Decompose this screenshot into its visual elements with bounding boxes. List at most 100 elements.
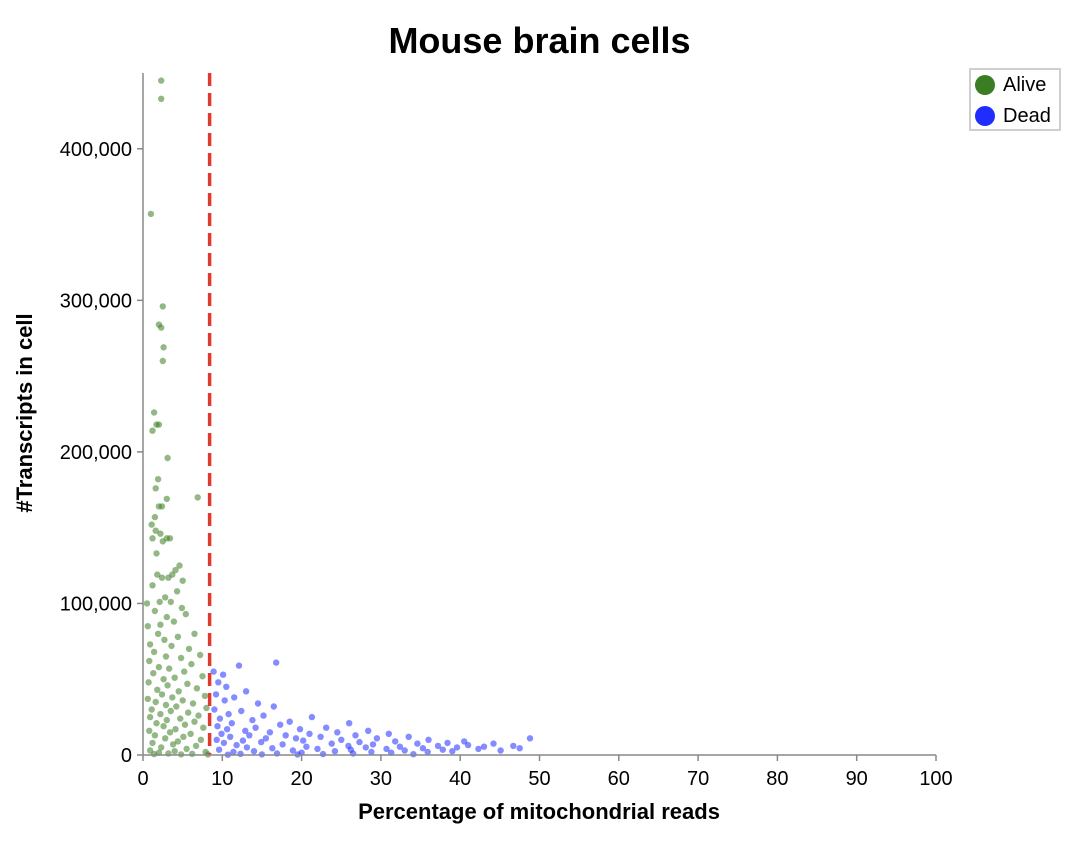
data-point (444, 739, 451, 747)
data-point (334, 729, 341, 736)
data-point (286, 718, 293, 725)
data-point (338, 736, 345, 743)
data-point (331, 748, 339, 755)
data-point (168, 642, 175, 650)
data-point (154, 571, 161, 578)
data-point (425, 736, 432, 743)
data-point (150, 670, 157, 677)
data-point (373, 735, 381, 742)
data-point (157, 621, 164, 628)
data-point (439, 746, 446, 753)
data-point (151, 732, 159, 739)
data-point (235, 662, 243, 669)
data-point (146, 641, 154, 648)
data-point (199, 673, 206, 680)
data-point (227, 733, 234, 740)
y-tick-label: 300,000 (60, 290, 132, 312)
data-point (185, 645, 193, 653)
data-point (152, 698, 159, 706)
data-point (153, 550, 160, 557)
data-point (510, 742, 517, 750)
data-point (211, 706, 218, 713)
data-point (148, 521, 155, 528)
data-point (308, 713, 316, 721)
x-tick-label: 20 (290, 768, 312, 790)
data-point (162, 701, 170, 709)
data-point (401, 747, 408, 754)
data-point (296, 726, 304, 733)
data-point (258, 738, 265, 746)
data-point (319, 750, 327, 758)
data-point (225, 710, 232, 718)
series-dead (210, 659, 534, 758)
data-point (352, 732, 359, 739)
data-point (184, 680, 191, 687)
data-point (252, 724, 259, 731)
data-point (163, 613, 170, 621)
data-point (156, 598, 163, 606)
data-point (157, 530, 164, 537)
data-point (180, 733, 187, 740)
data-point (212, 691, 220, 698)
data-point (289, 747, 297, 754)
data-point (177, 654, 185, 662)
data-point (143, 600, 151, 607)
data-point (220, 739, 228, 747)
x-ticks: 0 10 20 30 40 50 60 70 80 90 100 (137, 755, 953, 790)
data-point (169, 571, 176, 578)
data-point (410, 751, 417, 758)
y-ticks: 0 100,000 200,000 300,000 400,000 (60, 139, 143, 767)
data-point (270, 703, 277, 710)
data-point (475, 745, 482, 753)
data-point (196, 651, 204, 659)
data-point (150, 648, 158, 656)
data-point (164, 454, 171, 462)
data-point (158, 503, 166, 510)
data-point (317, 733, 324, 740)
chart-title: Mouse brain cells (388, 20, 691, 61)
series-alive (143, 77, 212, 758)
data-point (160, 723, 167, 730)
data-point (385, 730, 392, 737)
data-point (414, 740, 421, 747)
data-point (173, 588, 181, 595)
x-tick-label: 0 (137, 768, 148, 790)
data-point (167, 598, 174, 606)
data-point (214, 723, 221, 730)
data-point (187, 730, 194, 737)
data-point (303, 743, 310, 750)
data-point (176, 562, 183, 569)
data-point (181, 668, 188, 675)
data-point (193, 685, 201, 692)
x-tick-label: 100 (919, 768, 952, 790)
data-point (216, 715, 224, 722)
data-point (282, 732, 289, 739)
data-point (162, 735, 169, 742)
y-tick-label: 200,000 (60, 442, 132, 464)
data-point (188, 660, 195, 668)
data-point (246, 732, 253, 739)
data-point (266, 729, 274, 736)
data-point (169, 741, 177, 748)
data-point (183, 745, 190, 753)
data-point (300, 737, 307, 744)
data-point (146, 657, 153, 665)
data-point (213, 736, 220, 743)
data-point (273, 659, 280, 666)
data-point (480, 743, 488, 750)
data-point (368, 748, 375, 756)
data-point (328, 740, 335, 747)
data-point (144, 695, 151, 703)
data-point (149, 427, 156, 434)
legend-label-alive: Alive (1003, 73, 1047, 96)
legend-item-alive: Alive (971, 71, 1046, 99)
data-point (161, 636, 168, 643)
data-point (153, 720, 160, 727)
data-point (179, 577, 186, 584)
y-tick-label: 0 (121, 745, 132, 767)
x-tick-label: 40 (449, 768, 471, 790)
y-tick-label: 100,000 (60, 593, 132, 615)
data-point (277, 721, 284, 728)
legend-swatch-alive (975, 75, 995, 95)
data-point (158, 95, 165, 103)
